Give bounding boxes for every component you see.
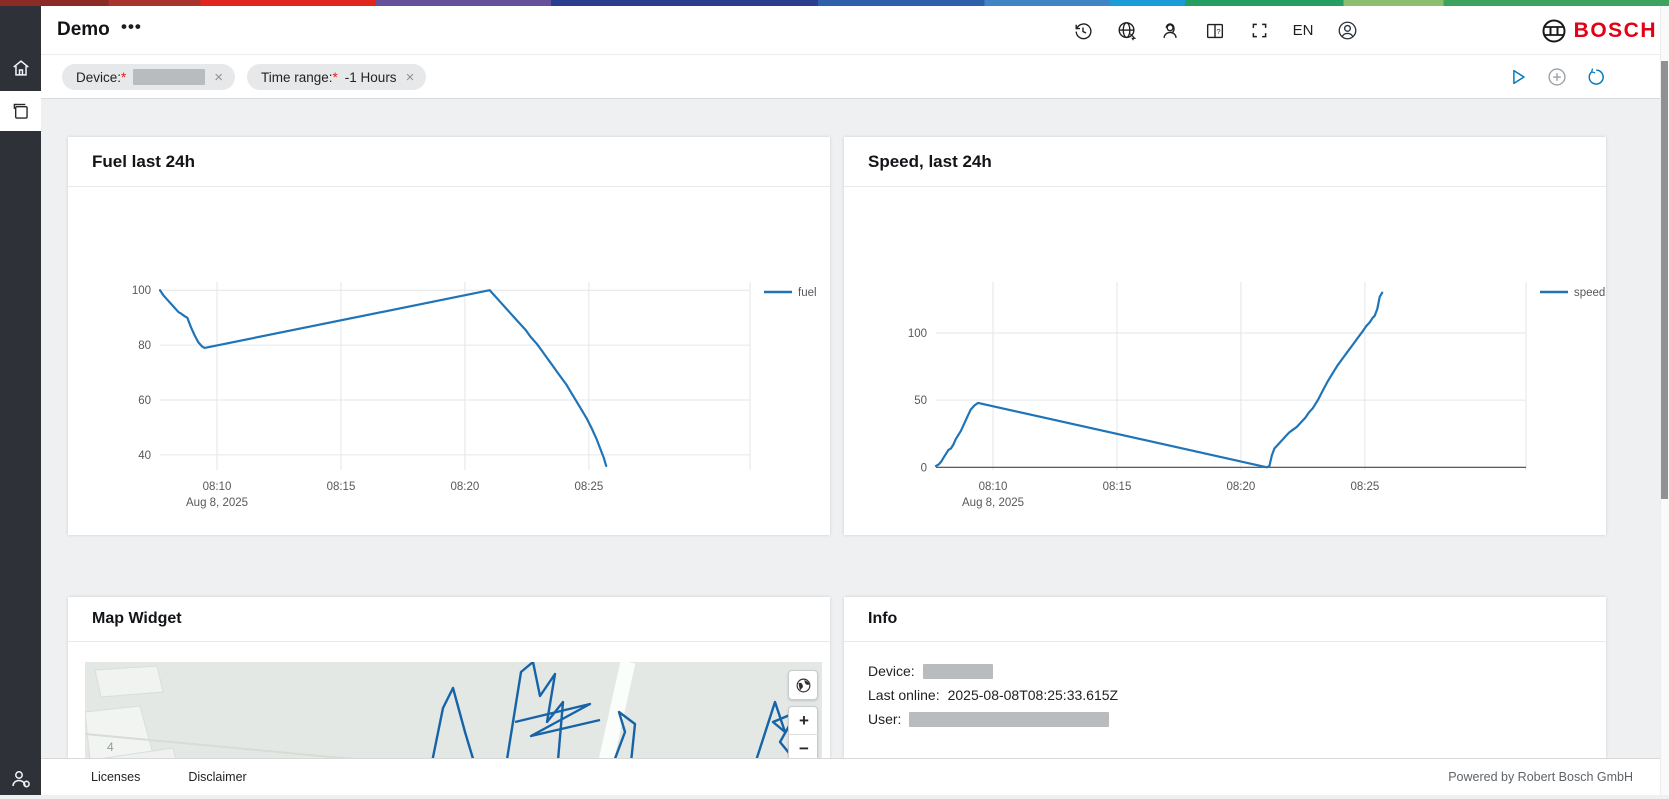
account-button[interactable] xyxy=(1325,6,1369,55)
filter-toolbar: Device:* × Time range:* -1 Hours × xyxy=(41,55,1669,99)
chip-timerange-value: -1 Hours xyxy=(344,69,397,85)
svg-text:Aug 8, 2025: Aug 8, 2025 xyxy=(186,497,248,509)
svg-text:08:20: 08:20 xyxy=(1227,481,1256,493)
svg-text:08:10: 08:10 xyxy=(203,481,232,493)
fullscreen-button[interactable] xyxy=(1237,6,1281,55)
sidebar-item-home[interactable] xyxy=(0,48,41,88)
svg-text:speed: speed xyxy=(1574,287,1605,299)
svg-text:40: 40 xyxy=(138,450,151,462)
svg-text:08:20: 08:20 xyxy=(451,481,480,493)
fuel-chart-plot: 40 60 80 100 08:10 08:15 08:20 08:25 Aug 8, 2025… xyxy=(132,282,817,509)
widget-info: Info Device: Last online: 2025-08-08T08:… xyxy=(844,597,1606,758)
manual-help-icon: ? xyxy=(1206,23,1224,38)
svg-text:08:10: 08:10 xyxy=(979,481,1008,493)
support-agent-icon xyxy=(1163,22,1177,38)
widget-fuel: Fuel last 24h 40 60 80 100 08:10 08:15 08:20 08… xyxy=(68,137,830,535)
zoom-in-button[interactable]: + xyxy=(789,707,819,735)
bosch-anchor-icon xyxy=(1542,19,1566,42)
help-button[interactable]: ? xyxy=(1193,6,1237,55)
sidebar-item-dashboards[interactable] xyxy=(0,91,41,131)
pages-icon xyxy=(13,103,28,119)
bosch-supergraphic-strip xyxy=(0,0,1669,6)
svg-text:0: 0 xyxy=(921,462,927,474)
add-widget-button[interactable] xyxy=(1542,62,1572,92)
plus-circle-icon xyxy=(1548,68,1566,86)
info-device-label: Device: xyxy=(868,663,915,679)
svg-text:08:25: 08:25 xyxy=(574,481,603,493)
redacted-device-value xyxy=(133,69,206,85)
sidebar-item-user-settings[interactable] xyxy=(0,759,41,799)
user-gear-icon xyxy=(11,771,30,788)
scrollbar-track[interactable] xyxy=(1660,6,1669,795)
chip-timerange-label: Time range:* xyxy=(261,69,338,85)
speed-chart-plot: 0 50 100 08:10 08:15 08:20 08:25 Aug 8, 2025 spe… xyxy=(908,282,1605,509)
svg-text:08:15: 08:15 xyxy=(1103,481,1132,493)
redacted-info-user xyxy=(909,711,1110,727)
info-row-last-online: Last online: 2025-08-08T08:25:33.615Z xyxy=(868,687,1118,703)
speed-chart[interactable]: 0 50 100 08:10 08:15 08:20 08:25 Aug 8, 2025 spe… xyxy=(844,187,1606,535)
zoom-out-button[interactable]: − xyxy=(799,739,809,758)
play-icon xyxy=(1513,69,1525,85)
filter-chip-device[interactable]: Device:* × xyxy=(62,64,236,90)
scrollbar-thumb[interactable] xyxy=(1661,61,1668,499)
home-icon xyxy=(12,60,29,76)
globe-cursor-icon xyxy=(1118,21,1137,40)
support-button[interactable] xyxy=(1149,6,1193,55)
refresh-button[interactable] xyxy=(1581,62,1611,92)
svg-text:100: 100 xyxy=(132,285,151,297)
svg-text:08:15: 08:15 xyxy=(327,481,356,493)
bosch-logo: BOSCH xyxy=(1541,6,1657,55)
bosch-wordmark: BOSCH xyxy=(1573,18,1657,42)
svg-text:80: 80 xyxy=(138,340,151,352)
map-road-label: 4 xyxy=(107,740,114,754)
refresh-icon xyxy=(1588,68,1604,85)
language-label: EN xyxy=(1292,22,1314,39)
redacted-info-device xyxy=(922,663,993,679)
map-tiles xyxy=(84,660,799,758)
widget-speed-title: Speed, last 24h xyxy=(868,151,992,171)
earth-icon xyxy=(796,678,810,692)
svg-text:Aug 8, 2025: Aug 8, 2025 xyxy=(962,497,1024,509)
widget-map-title: Map Widget xyxy=(92,610,182,627)
run-dashboard-button[interactable] xyxy=(1503,62,1533,92)
filter-chip-timerange[interactable]: Time range:* -1 Hours × xyxy=(247,64,427,90)
widget-fuel-title: Fuel last 24h xyxy=(92,151,195,171)
language-button[interactable]: EN xyxy=(1281,6,1325,55)
svg-text:fuel: fuel xyxy=(798,287,817,299)
top-bar: Demo ••• ? xyxy=(41,6,1669,55)
page-menu-button[interactable]: ••• xyxy=(121,17,142,36)
footer-powered-by: Powered by Robert Bosch GmbH xyxy=(1448,770,1633,784)
svg-text:50: 50 xyxy=(914,395,927,407)
account-icon xyxy=(1338,21,1356,40)
info-row-device: Device: xyxy=(868,663,993,679)
footer: Licenses Disclaimer Powered by Robert Bo… xyxy=(41,758,1669,795)
footer-link-disclaimer[interactable]: Disclaimer xyxy=(188,770,247,784)
sidebar xyxy=(0,6,41,795)
info-last-online-value: 2025-08-08T08:25:33.615Z xyxy=(947,687,1119,703)
page-title: Demo xyxy=(57,19,110,40)
chip-timerange-close-icon[interactable]: × xyxy=(405,68,415,86)
info-last-online-label: Last online: xyxy=(868,687,940,703)
svg-text:?: ? xyxy=(1216,26,1220,35)
footer-link-licenses[interactable]: Licenses xyxy=(91,770,141,784)
fullscreen-icon xyxy=(1252,23,1266,38)
map-canvas[interactable]: 4 xyxy=(84,660,822,758)
web-button[interactable] xyxy=(1105,6,1149,55)
map-layers-button[interactable] xyxy=(788,670,818,700)
map-zoom-control: + − xyxy=(788,706,819,758)
info-row-user: User: xyxy=(868,711,1110,727)
fuel-chart[interactable]: 40 60 80 100 08:10 08:15 08:20 08:25 Aug 8, 2025… xyxy=(68,187,830,535)
chip-device-label: Device:* xyxy=(76,69,127,85)
chip-device-close-icon[interactable]: × xyxy=(214,68,224,86)
widget-speed: Speed, last 24h 0 50 100 08:10 08:15 08:20 08:… xyxy=(844,137,1606,535)
history-button[interactable] xyxy=(1061,6,1105,55)
svg-text:100: 100 xyxy=(908,328,927,340)
history-icon xyxy=(1075,22,1092,39)
svg-text:60: 60 xyxy=(138,395,151,407)
svg-text:08:25: 08:25 xyxy=(1350,481,1379,493)
widget-map: Map Widget 4 + − xyxy=(68,597,830,758)
widget-info-title: Info xyxy=(868,610,898,627)
info-user-label: User: xyxy=(868,711,902,727)
